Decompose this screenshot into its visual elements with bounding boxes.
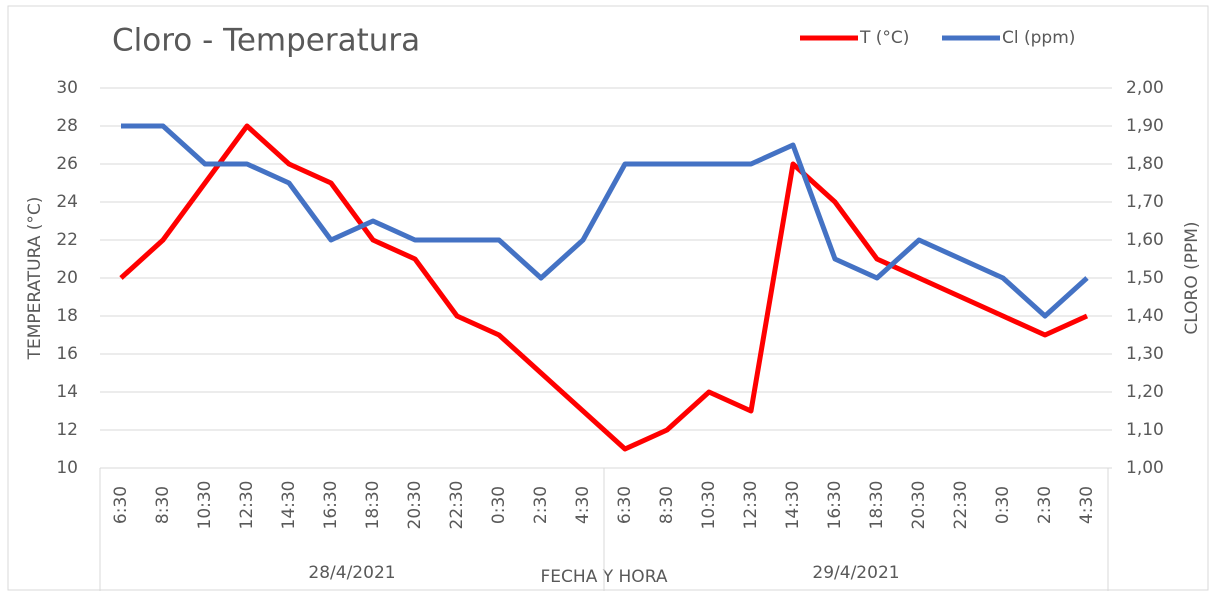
y-tick-label: 18 xyxy=(56,306,78,326)
x-tick-label: 16:30 xyxy=(321,481,341,530)
x-tick-label: 20:30 xyxy=(405,481,425,530)
y2-tick-label: 1,70 xyxy=(1126,192,1164,212)
x-tick-label: 2:30 xyxy=(1035,486,1055,524)
x-tick-label: 6:30 xyxy=(615,486,635,524)
line-series xyxy=(119,123,1089,452)
y-tick-label: 16 xyxy=(56,344,78,364)
y-tick-label: 20 xyxy=(56,268,78,288)
y2-tick-label: 1,50 xyxy=(1126,268,1164,288)
x-tick-label: 22:30 xyxy=(447,481,467,530)
y-tick-label: 28 xyxy=(56,116,78,136)
x-tick-label: 12:30 xyxy=(237,481,257,530)
y2-axis-title: CLORO (PPM) xyxy=(1182,221,1202,334)
y2-tick-label: 1,00 xyxy=(1126,458,1164,478)
x-tick-label: 20:30 xyxy=(909,481,929,530)
x-tick-label: 16:30 xyxy=(825,481,845,530)
chart-title: Cloro - Temperatura xyxy=(112,23,420,59)
chart-border xyxy=(7,5,1209,591)
y2-tick-label: 1,90 xyxy=(1126,116,1164,136)
x-tick-label: 18:30 xyxy=(867,481,887,530)
y2-tick-label: 1,80 xyxy=(1126,154,1164,174)
y-tick-label: 22 xyxy=(56,230,78,250)
x-tick-label: 12:30 xyxy=(741,481,761,530)
x-tick-label: 6:30 xyxy=(111,486,131,524)
y-axis-title: TEMPERATURA (°C) xyxy=(25,197,45,361)
y-tick-label: 26 xyxy=(56,154,78,174)
y-tick-label: 10 xyxy=(56,458,78,478)
x-tick-label: 22:30 xyxy=(951,481,971,530)
y2-tick-label: 1,40 xyxy=(1126,306,1164,326)
x-tick-label: 10:30 xyxy=(195,481,215,530)
y-tick-label: 24 xyxy=(56,192,78,212)
legend-label: Cl (ppm) xyxy=(1002,28,1075,48)
x-tick-label: 4:30 xyxy=(573,486,593,524)
y2-tick-label: 1,20 xyxy=(1126,382,1164,402)
x-tick-label: 10:30 xyxy=(699,481,719,530)
y2-tick-label: 1,30 xyxy=(1126,344,1164,364)
group-label: 29/4/2021 xyxy=(812,563,899,583)
group-label: 28/4/2021 xyxy=(308,563,395,583)
x-tick-label: 0:30 xyxy=(489,486,509,524)
y2-tick-label: 2,00 xyxy=(1126,78,1164,98)
y2-tick-label: 1,60 xyxy=(1126,230,1164,250)
x-tick-label: 8:30 xyxy=(153,486,173,524)
x-tick-label: 18:30 xyxy=(363,481,383,530)
legend-label: T (°C) xyxy=(859,28,909,48)
y-tick-label: 14 xyxy=(56,382,78,402)
x-tick-label: 4:30 xyxy=(1077,486,1097,524)
x-tick-label: 0:30 xyxy=(993,486,1013,524)
x-tick-label: 14:30 xyxy=(783,481,803,530)
x-tick-label: 2:30 xyxy=(531,486,551,524)
y-tick-label: 30 xyxy=(56,78,78,98)
y-tick-label: 12 xyxy=(56,420,78,440)
y2-tick-label: 1,10 xyxy=(1126,420,1164,440)
line-series xyxy=(121,123,1089,319)
x-tick-label: 8:30 xyxy=(657,486,677,524)
x-tick-label: 14:30 xyxy=(279,481,299,530)
